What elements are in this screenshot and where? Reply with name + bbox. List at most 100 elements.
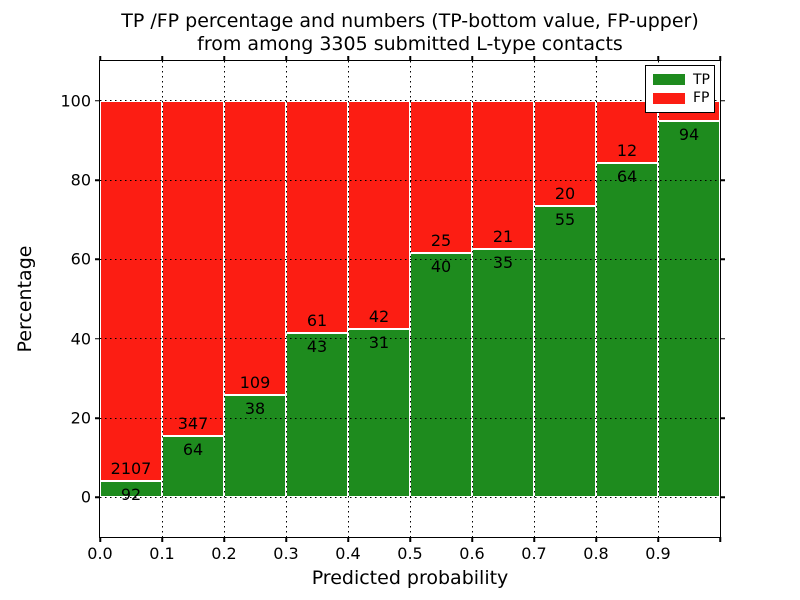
- tp-count-label: 35: [492, 253, 514, 273]
- fp-count-label: 12: [616, 141, 638, 161]
- fp-bar-segment: [162, 100, 224, 436]
- chart-title-line1: TP /FP percentage and numbers (TP-bottom…: [121, 10, 699, 32]
- v-gridline: [471, 61, 473, 537]
- tp-bar-segment: [286, 333, 348, 498]
- y-tick: [95, 337, 100, 340]
- tp-count-label: 92: [120, 484, 142, 504]
- tp-count-label: 64: [182, 439, 204, 459]
- x-tick-label: 0.1: [149, 544, 175, 563]
- legend-label-tp: TP: [693, 71, 710, 88]
- y-tick: [720, 417, 725, 419]
- y-tick: [720, 258, 725, 261]
- fp-swatch-icon: [653, 92, 685, 104]
- x-tick: [595, 537, 597, 542]
- v-gridline: [285, 61, 287, 537]
- tp-bar-segment: [410, 253, 472, 498]
- x-tick: [99, 56, 101, 61]
- fp-bar-segment: [534, 100, 596, 207]
- tp-swatch-icon: [653, 74, 685, 86]
- y-tick-label: 40: [70, 329, 91, 349]
- tp-count-label: 94: [678, 124, 700, 144]
- x-tick-label: 0.8: [583, 544, 609, 563]
- fp-bar-segment: [348, 100, 410, 329]
- tp-bar-segment: [224, 394, 286, 498]
- v-gridline: [347, 61, 349, 537]
- y-tick: [720, 496, 725, 499]
- y-tick: [95, 417, 100, 419]
- y-tick: [95, 258, 100, 261]
- tp-bar-segment: [472, 249, 534, 498]
- fp-count-label: 21: [492, 227, 514, 247]
- v-gridline: [533, 61, 535, 537]
- tp-bar-segment: [162, 435, 224, 498]
- y-tick: [95, 179, 100, 181]
- x-tick-label: 0.2: [211, 544, 237, 563]
- x-tick-label: 0.7: [521, 544, 547, 563]
- fp-count-label: 347: [177, 413, 209, 433]
- y-tick-label: 60: [70, 249, 91, 269]
- y-tick: [95, 99, 100, 102]
- fp-count-label: 61: [306, 311, 328, 331]
- y-tick: [720, 337, 725, 340]
- fp-count-label: 20: [554, 184, 576, 204]
- x-tick: [161, 537, 163, 542]
- tp-bar-segment: [658, 120, 720, 498]
- x-tick: [285, 537, 287, 542]
- legend-item-fp: FP: [653, 90, 710, 107]
- x-tick-label: 0.3: [273, 544, 299, 563]
- x-axis-label: Predicted probability: [311, 567, 509, 589]
- legend: TP FP: [645, 65, 715, 113]
- tp-count-label: 55: [554, 210, 576, 230]
- fp-count-label: 2107: [110, 458, 152, 478]
- fp-bar-segment: [286, 100, 348, 334]
- v-gridline: [657, 61, 659, 537]
- fp-bar-segment: [410, 100, 472, 254]
- v-gridline: [161, 61, 163, 537]
- v-gridline: [595, 61, 597, 537]
- v-gridline: [223, 61, 225, 537]
- x-tick-label: 0.4: [335, 544, 361, 563]
- tp-count-label: 38: [244, 398, 266, 418]
- fp-bar-segment: [472, 100, 534, 250]
- tp-count-label: 40: [430, 257, 452, 277]
- x-tick: [409, 537, 411, 542]
- tp-bar-segment: [348, 328, 410, 498]
- tp-count-label: 31: [368, 332, 390, 352]
- x-tick: [223, 537, 225, 542]
- x-tick: [223, 56, 225, 61]
- x-tick: [657, 56, 659, 61]
- y-tick: [720, 179, 725, 181]
- x-tick: [409, 56, 411, 61]
- y-tick-label: 80: [70, 170, 91, 190]
- x-tick: [719, 56, 721, 61]
- x-tick: [285, 56, 287, 61]
- x-tick: [533, 56, 535, 61]
- x-tick: [471, 537, 473, 542]
- x-tick-label: 0.0: [87, 544, 113, 563]
- tp-count-label: 43: [306, 337, 328, 357]
- x-tick: [471, 56, 473, 61]
- y-tick-label: 100: [60, 91, 91, 111]
- y-tick-label: 20: [70, 408, 91, 428]
- x-tick: [533, 537, 535, 542]
- x-tick-label: 0.5: [397, 544, 423, 563]
- x-tick: [161, 56, 163, 61]
- tp-count-label: 64: [616, 167, 638, 187]
- y-tick-label: 0: [80, 487, 91, 507]
- x-tick: [719, 537, 721, 542]
- fp-count-label: 42: [368, 306, 390, 326]
- chart-title-line2: from among 3305 submitted L-type contact…: [197, 33, 623, 55]
- fp-count-label: 109: [239, 372, 271, 392]
- y-tick: [95, 496, 100, 499]
- y-axis-label: Percentage: [14, 245, 36, 353]
- x-tick: [347, 537, 349, 542]
- v-gridline: [409, 61, 411, 537]
- fp-bar-segment: [100, 100, 162, 481]
- fp-bar-segment: [224, 100, 286, 395]
- legend-label-fp: FP: [693, 90, 710, 107]
- y-tick: [720, 99, 725, 102]
- x-tick: [99, 537, 101, 542]
- x-tick-label: 0.6: [459, 544, 485, 563]
- x-tick: [347, 56, 349, 61]
- chart-title: TP /FP percentage and numbers (TP-bottom…: [99, 10, 721, 56]
